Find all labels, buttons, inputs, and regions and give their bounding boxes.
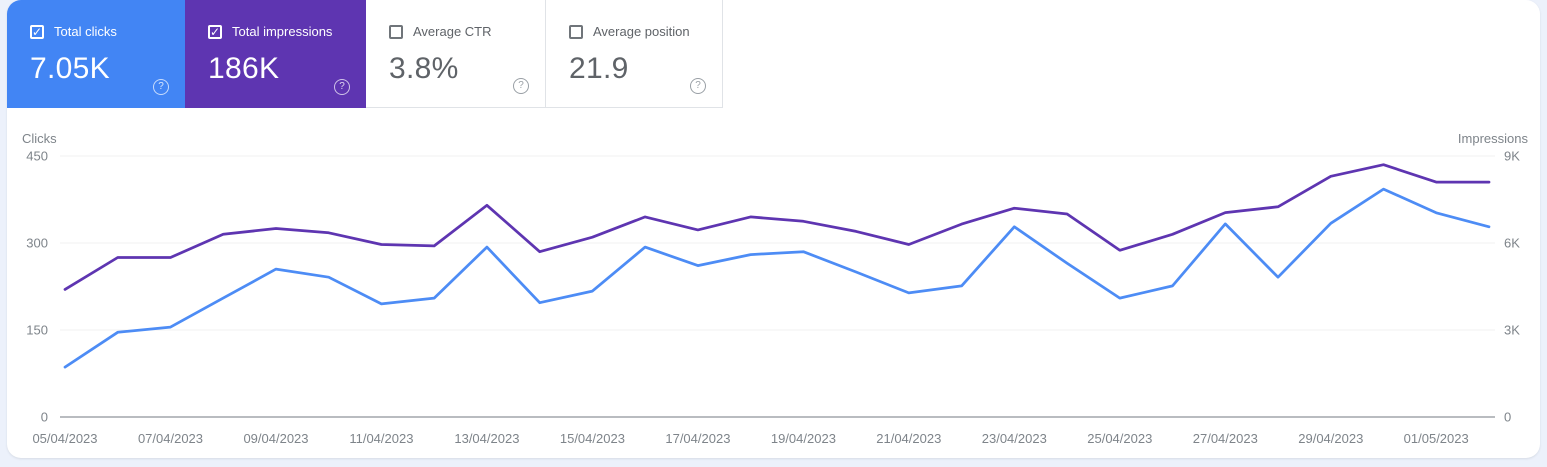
- metric-card-label: Average CTR: [413, 24, 492, 39]
- metric-cards-row: ✓ Total clicks 7.05K ? ✓ Total impressio…: [7, 0, 1540, 108]
- help-icon[interactable]: ?: [513, 78, 529, 94]
- metric-card-label: Total impressions: [232, 24, 333, 39]
- average-ctr-checkbox[interactable]: [389, 24, 403, 39]
- help-icon[interactable]: ?: [153, 79, 169, 95]
- total-impressions-value: 186K: [208, 52, 280, 85]
- help-icon[interactable]: ?: [690, 78, 706, 94]
- metric-card-label: Total clicks: [54, 24, 117, 39]
- total-clicks-checkbox[interactable]: ✓: [30, 24, 44, 39]
- metric-card-average-position[interactable]: Average position 21.9 ?: [546, 0, 723, 108]
- left-axis-title: Clicks: [22, 131, 57, 146]
- average-position-value: 21.9: [569, 52, 629, 85]
- metric-card-total-impressions[interactable]: ✓ Total impressions 186K ?: [185, 0, 366, 108]
- metric-card-total-clicks[interactable]: ✓ Total clicks 7.05K ?: [7, 0, 185, 108]
- total-impressions-checkbox[interactable]: ✓: [208, 24, 222, 39]
- average-ctr-value: 3.8%: [389, 52, 459, 85]
- performance-panel: ✓ Total clicks 7.05K ? ✓ Total impressio…: [7, 0, 1540, 458]
- help-icon[interactable]: ?: [334, 79, 350, 95]
- metric-card-label: Average position: [593, 24, 690, 39]
- average-position-checkbox[interactable]: [569, 24, 583, 39]
- total-clicks-value: 7.05K: [30, 52, 110, 85]
- metric-card-average-ctr[interactable]: Average CTR 3.8% ?: [366, 0, 546, 108]
- right-axis-title: Impressions: [1457, 131, 1528, 146]
